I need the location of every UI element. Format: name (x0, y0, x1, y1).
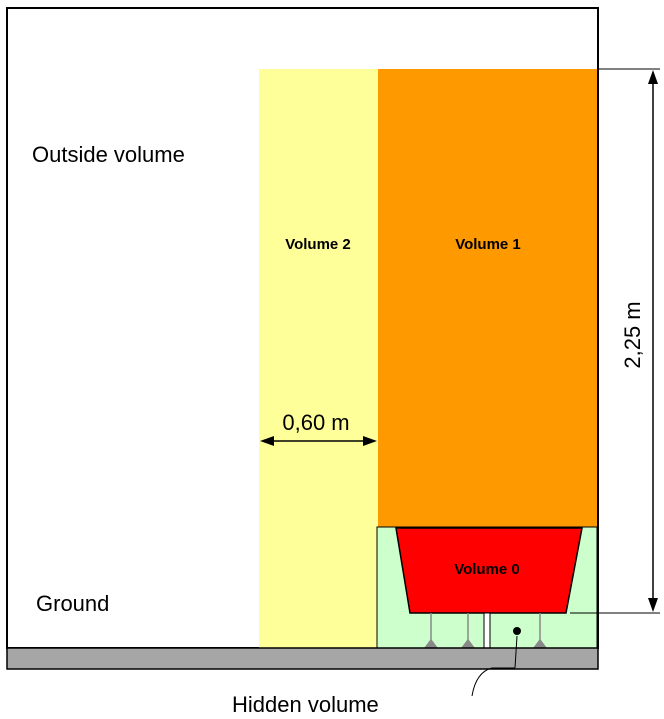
volume-1-zone (378, 69, 597, 528)
hidden-volume-marker (513, 627, 521, 635)
volume-0-label: Volume 0 (454, 561, 520, 578)
hidden-volume-compartment (483, 612, 491, 649)
height-dimension-arrow (570, 68, 660, 614)
volume-2-zone (259, 69, 378, 648)
volume-0-tub (395, 527, 583, 614)
hidden-volume-label: Hidden volume (232, 692, 379, 717)
width-dimension-arrow (260, 436, 377, 446)
height-dimension-label: 2,25 m (620, 301, 645, 368)
ground-label: Ground (36, 591, 109, 616)
floor-slab (6, 647, 599, 670)
width-dimension-label: 0,60 m (282, 410, 349, 435)
volume-2-label: Volume 2 (285, 236, 351, 253)
hidden-volume-leader (471, 635, 518, 697)
volume-1-label: Volume 1 (455, 236, 521, 253)
outside-volume-label: Outside volume (32, 142, 185, 167)
